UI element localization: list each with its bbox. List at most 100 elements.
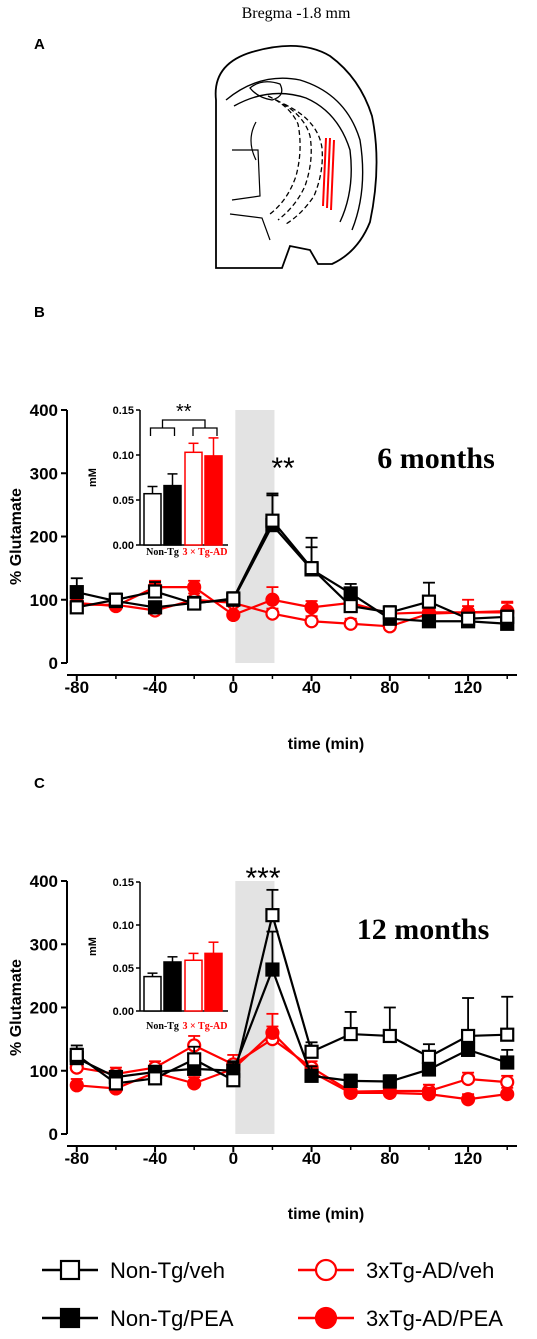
data-point-tgp: [187, 579, 202, 595]
data-point-tgp: [343, 1085, 358, 1100]
data-point-ntp: [460, 1042, 476, 1057]
y-tick-label: 200: [30, 999, 58, 1018]
data-point-ntv: [69, 600, 84, 615]
data-point-tgp: [69, 1078, 84, 1093]
inset-y-tick-label: 0.00: [113, 1006, 134, 1018]
data-point-tgp: [265, 592, 280, 607]
legend-item-ntp: Non-Tg/PEA: [42, 1306, 234, 1331]
y-tick-label: 300: [30, 464, 58, 483]
data-point-ntp: [421, 1062, 437, 1077]
chart-panel-c: 0 100 200 300 400 -80 -40 0 40 80 120 % Glutamate ti…: [8, 862, 517, 1223]
x-tick-label: 40: [302, 1149, 321, 1168]
data-point-ntv: [421, 594, 437, 609]
x-tick-label: 120: [454, 1149, 482, 1168]
y-tick-label: 400: [30, 872, 58, 891]
inset-y-tick-label: 0.05: [113, 963, 134, 975]
x-tick-label: -80: [64, 678, 89, 697]
inset-group-label: Non-Tg: [146, 547, 179, 558]
data-point-ntv: [147, 1071, 163, 1086]
data-point-ntv: [147, 584, 163, 599]
data-point-ntv: [69, 1047, 84, 1063]
y-tick-label: 0: [49, 1125, 58, 1144]
data-point-ntv: [226, 591, 241, 606]
inset-bar-tgp: [204, 952, 223, 1012]
series-line-tgp: [76, 1031, 508, 1101]
legend: Non-Tg/veh 3xTg-AD/veh Non-Tg/PEA 3xTg-AD/P…: [42, 1258, 503, 1331]
legend-item-ntv: Non-Tg/veh: [42, 1258, 225, 1283]
data-point-ntp: [69, 585, 84, 600]
x-axis-title: time (min): [288, 1206, 364, 1223]
inset-y-tick-label: 0.10: [113, 450, 134, 462]
series-ntp: [69, 930, 515, 1089]
treatment-shade: [235, 410, 275, 663]
y-tick-label: 0: [49, 654, 58, 673]
inset-y-tick-label: 0.00: [113, 540, 134, 552]
data-point-tgp: [226, 607, 241, 623]
data-point-ntp: [147, 600, 163, 615]
legend-item-tgp: 3xTg-AD/PEA: [298, 1306, 503, 1331]
y-tick-label: 400: [30, 401, 58, 420]
inset-y-tick-label: 0.15: [113, 877, 134, 889]
data-point-tgp: [500, 1087, 515, 1102]
data-point-tgp: [187, 1076, 202, 1091]
x-tick-label: -80: [64, 1149, 89, 1168]
x-axis-title: time (min): [288, 736, 364, 753]
data-point-ntv: [460, 611, 476, 626]
inset-bracket-left: [149, 427, 176, 436]
data-point-ntv: [187, 1052, 202, 1067]
y-tick-label: 200: [30, 528, 58, 547]
legend-marker-tgv: [314, 1258, 338, 1282]
series-line-tgp: [76, 585, 508, 617]
data-point-ntv: [304, 1044, 319, 1059]
data-point-tgp: [421, 1087, 437, 1102]
inset-bar-tgp: [204, 455, 223, 546]
inset-y-axis-title: mM: [87, 937, 99, 956]
inset-bar-tgv: [184, 959, 203, 1012]
x-tick-label: -40: [143, 678, 168, 697]
data-point-tgv: [460, 1071, 476, 1087]
panel-a-title: Bregma -1.8 mm: [242, 5, 351, 22]
y-tick-label: 100: [30, 1062, 58, 1081]
data-point-ntv: [108, 1076, 124, 1091]
inset-y-tick-label: 0.15: [113, 405, 134, 417]
data-point-tgp: [460, 1092, 476, 1107]
x-tick-label: 40: [302, 678, 321, 697]
inset-bar-ntp: [163, 961, 182, 1012]
data-point-ntv: [265, 513, 280, 528]
x-tick-label: 0: [229, 1149, 238, 1168]
legend-item-tgv: 3xTg-AD/veh: [298, 1258, 494, 1283]
inset-significance: **: [176, 401, 192, 423]
x-tick-label: -40: [143, 1149, 168, 1168]
x-tick-label: 0: [229, 678, 238, 697]
data-point-ntv: [382, 605, 397, 620]
series-tgv: [69, 1025, 515, 1099]
data-point-ntv: [421, 1049, 437, 1064]
data-point-tgv: [304, 614, 319, 629]
inset-group-label: 3 × Tg-AD: [183, 1021, 228, 1032]
data-point-tgv: [500, 1075, 515, 1090]
brain-section-diagram: [214, 45, 378, 269]
legend-label: Non-Tg/PEA: [110, 1306, 234, 1331]
series-ntv: [69, 494, 515, 626]
data-point-ntv: [460, 1028, 476, 1044]
significance-marker: **: [271, 452, 295, 485]
data-point-tgv: [343, 616, 358, 631]
x-tick-label: 80: [380, 678, 399, 697]
data-point-ntp: [304, 1068, 319, 1083]
data-point-ntp: [500, 1055, 515, 1070]
inset-bracket-right: [192, 427, 218, 436]
significance-marker: ***: [245, 862, 280, 895]
inset-y-tick-label: 0.10: [113, 920, 134, 932]
data-point-tgv: [265, 606, 280, 621]
inset-bar-ntp: [163, 484, 182, 546]
inset-bar-tgv: [184, 451, 203, 546]
data-point-tgp: [265, 1025, 280, 1040]
x-tick-label: 120: [454, 678, 482, 697]
data-point-tgp: [304, 600, 319, 615]
panel-a-letter: A: [34, 36, 45, 53]
series-tgp: [69, 579, 515, 623]
data-point-ntv: [500, 609, 515, 624]
data-point-ntp: [382, 1074, 397, 1089]
y-tick-label: 300: [30, 935, 58, 954]
data-point-ntv: [226, 1073, 241, 1088]
